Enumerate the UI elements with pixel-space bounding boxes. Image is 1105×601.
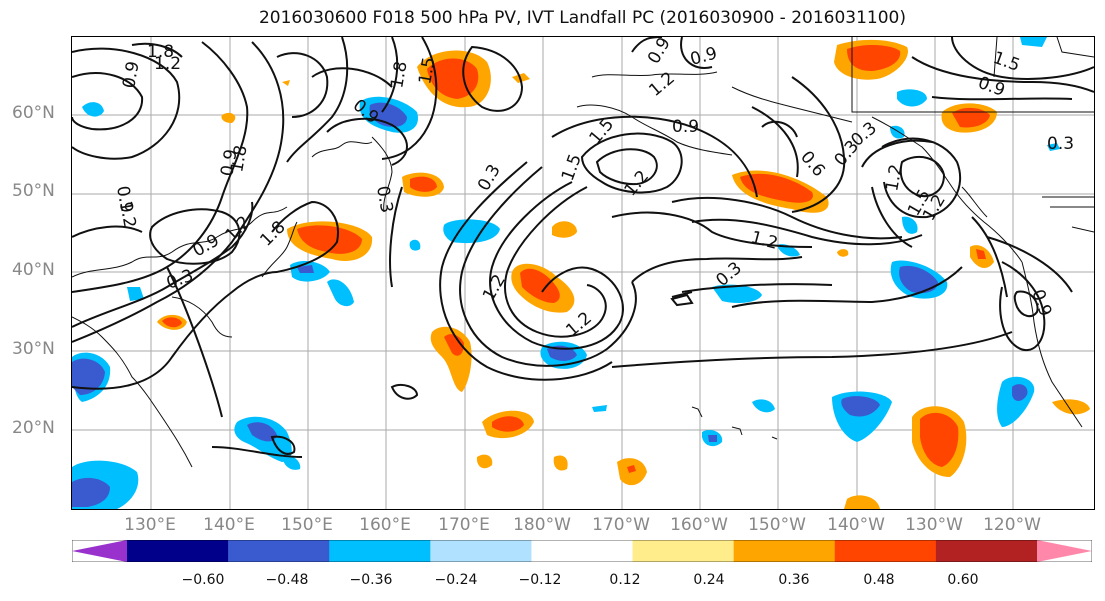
- lon-label-130e: 130°E: [124, 515, 176, 535]
- contour-label: 0.3: [372, 184, 396, 214]
- colorbar-tick: −0.12: [518, 572, 562, 588]
- lon-label-120w: 120°W: [983, 515, 1041, 535]
- colorbar-segment: [632, 540, 735, 562]
- colorbar-segment: [127, 540, 229, 562]
- contour-label: 1.2: [749, 228, 780, 254]
- lon-label-170w: 170°W: [592, 515, 650, 535]
- contour-label: 1.2: [621, 167, 654, 201]
- colorbar-extension-low: [72, 540, 127, 562]
- lat-label-20n: 20°N: [12, 418, 55, 438]
- contour-label: 1.2: [115, 199, 139, 229]
- contour-label: 0.9: [672, 117, 699, 137]
- colorbar-tick: −0.36: [349, 572, 393, 588]
- colorbar-tick: −0.48: [265, 572, 309, 588]
- contour-label: 0.9: [688, 44, 719, 70]
- lat-label-30n: 30°N: [12, 339, 55, 359]
- lat-label-60n: 60°N: [12, 103, 55, 123]
- colorbar-segment: [531, 540, 634, 562]
- colorbar-tick: 0.60: [947, 572, 979, 588]
- coastlines: [72, 37, 1094, 468]
- pv-contours: [72, 37, 1094, 458]
- contour-label: 0.9: [112, 184, 136, 214]
- colorbar-tick: −0.60: [181, 572, 225, 588]
- contour-label: 0.6: [796, 147, 829, 181]
- contour-label: 0.9: [644, 37, 675, 68]
- colorbar: [71, 539, 1093, 563]
- map-panel: 1.8 0.9 1.2 0.9 1.8 1.5 0.9 0.3 1.2 0.9 …: [71, 36, 1095, 510]
- colorbar-tick: 0.48: [863, 572, 895, 588]
- colorbar-segment: [834, 540, 937, 562]
- contour-label: 1.2: [221, 212, 254, 245]
- contour-label: 1.8: [256, 217, 289, 250]
- lon-label-130w: 130°W: [905, 515, 963, 535]
- contour-label: 0.9: [217, 148, 241, 178]
- colorbar-tick: −0.24: [434, 572, 478, 588]
- colorbar-tick: 0.12: [609, 572, 641, 588]
- lon-label-160w: 160°W: [670, 515, 728, 535]
- colorbar-segment: [228, 540, 330, 562]
- colorbar-segment: [329, 540, 431, 562]
- colorbar-tick: 0.36: [778, 572, 810, 588]
- lon-label-150e: 150°E: [281, 515, 333, 535]
- map-canvas: 1.8 0.9 1.2 0.9 1.8 1.5 0.9 0.3 1.2 0.9 …: [72, 37, 1094, 509]
- contour-label: 1.5: [990, 48, 1022, 76]
- colorbar-segment: [430, 540, 532, 562]
- lon-label-160e: 160°E: [359, 515, 411, 535]
- contour-label: 1.5: [586, 115, 619, 149]
- contour-label: 1.8: [227, 144, 251, 174]
- lat-label-40n: 40°N: [12, 260, 55, 280]
- colorbar-segment: [935, 540, 1038, 562]
- lon-label-170e: 170°E: [438, 515, 490, 535]
- contour-label: 1.5: [415, 56, 439, 86]
- colorbar-segment: [733, 540, 836, 562]
- contour-label: 1.8: [387, 60, 411, 90]
- colorbar-svg: [71, 539, 1093, 563]
- lon-label-140w: 140°W: [827, 515, 885, 535]
- contour-label: 1.2: [154, 54, 181, 74]
- contour-label: 1.8: [147, 42, 174, 62]
- contour-label: 1.2: [645, 68, 679, 101]
- contour-label: 0.9: [119, 60, 143, 90]
- graticule: [72, 37, 1094, 509]
- contour-label: 0.9: [1027, 287, 1055, 319]
- colorbar-tick: 0.24: [693, 572, 725, 588]
- lat-label-50n: 50°N: [12, 181, 55, 201]
- figure-title: 2016030600 F018 500 hPa PV, IVT Landfall…: [258, 8, 906, 28]
- contour-label: 0.3: [1047, 134, 1074, 154]
- negative-anomalies: [72, 37, 1060, 509]
- colorbar-extension-high: [1037, 540, 1092, 562]
- lon-label-150w: 150°W: [748, 515, 806, 535]
- lon-label-180w: 180°W: [513, 515, 571, 535]
- contour-label: 1.2: [882, 163, 906, 193]
- lon-label-140e: 140°E: [203, 515, 255, 535]
- contour-label: 0.3: [474, 161, 505, 194]
